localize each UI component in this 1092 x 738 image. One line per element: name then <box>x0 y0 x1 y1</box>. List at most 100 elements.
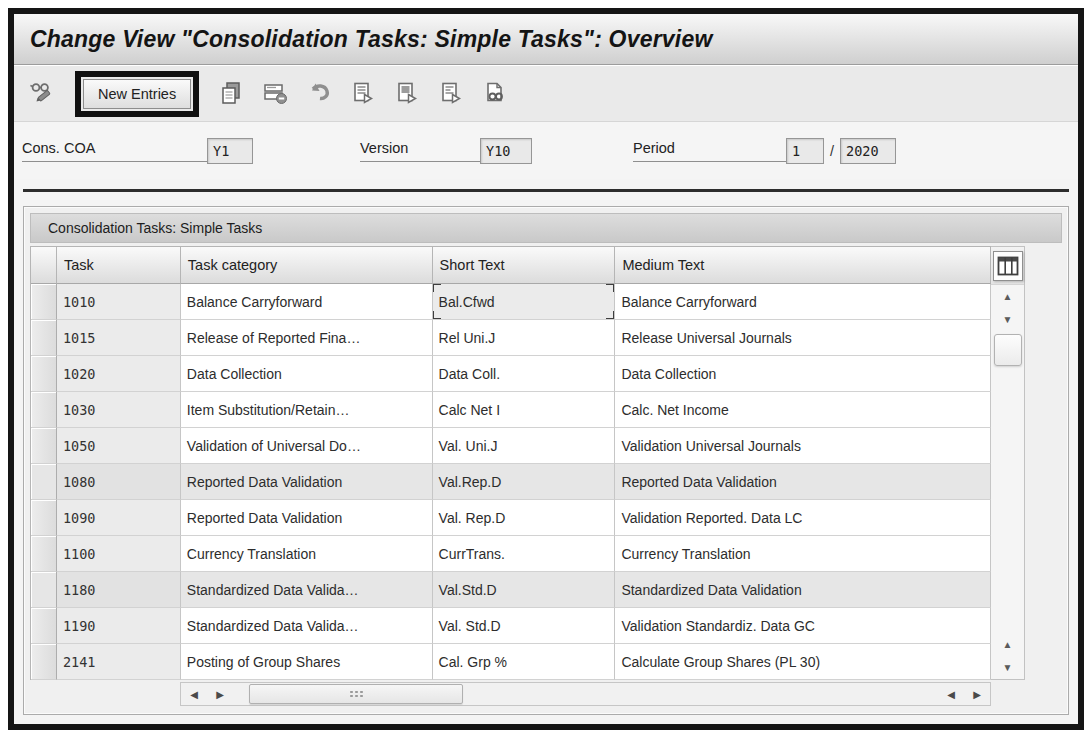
thumb-grip-icon <box>349 690 363 699</box>
position-icon[interactable] <box>482 80 509 107</box>
scroll-left-right-end-icon[interactable]: ◀ <box>938 683 964 705</box>
cell-short-text[interactable]: Rel Uni.J <box>433 320 616 356</box>
cell-task[interactable]: 1015 <box>57 320 181 356</box>
cell-task-category[interactable]: Item Substitution/Retain… <box>181 392 433 428</box>
cell-short-text[interactable]: Val. Uni.J <box>433 428 616 464</box>
period-year-field[interactable]: 2020 <box>840 138 896 164</box>
cell-short-text[interactable]: Data Coll. <box>433 356 616 392</box>
cell-short-text[interactable]: Cal. Grp % <box>433 644 616 680</box>
table-row: 1090 Reported Data Validation Val. Rep.D… <box>31 500 991 536</box>
copy-entry-icon[interactable] <box>218 80 245 107</box>
scroll-right-icon[interactable]: ▶ <box>207 683 233 705</box>
version-field[interactable]: Y10 <box>480 138 532 164</box>
cell-medium-text[interactable]: Validation Standardiz. Data GC <box>615 608 991 644</box>
cell-short-text[interactable]: Val. Rep.D <box>433 500 616 536</box>
cell-task-category[interactable]: Release of Reported Fina… <box>181 320 433 356</box>
row-selector[interactable] <box>31 392 57 428</box>
row-selector[interactable] <box>31 356 57 392</box>
cell-medium-text[interactable]: Currency Translation <box>615 536 991 572</box>
horizontal-scrollbar-thumb[interactable] <box>249 684 463 704</box>
horizontal-scrollbar: ◀ ▶ ◀ ▶ <box>180 682 991 706</box>
cell-task-category[interactable]: Reported Data Validation <box>181 464 433 500</box>
application-toolbar: New Entries <box>14 65 1078 122</box>
cell-task-category[interactable]: Standardized Data Valida… <box>181 608 433 644</box>
row-selector[interactable] <box>31 320 57 356</box>
row-selector[interactable] <box>31 500 57 536</box>
cell-task[interactable]: 1190 <box>57 608 181 644</box>
cell-medium-text[interactable]: Calculate Group Shares (PL 30) <box>615 644 991 680</box>
display-change-icon[interactable] <box>29 80 56 107</box>
cell-medium-text[interactable]: Calc. Net Income <box>615 392 991 428</box>
table-row: 1080 Reported Data Validation Val.Rep.D … <box>31 464 991 500</box>
cell-task[interactable]: 1050 <box>57 428 181 464</box>
table-row: 1020 Data Collection Data Coll. Data Col… <box>31 356 991 392</box>
cons-coa-label: Cons. COA <box>22 140 207 162</box>
cell-short-text[interactable]: Val.Std.D <box>433 572 616 608</box>
table-row: 1050 Validation of Universal Do… Val. Un… <box>31 428 991 464</box>
horizontal-scrollbar-track-left[interactable] <box>233 683 249 705</box>
table-row: 1015 Release of Reported Fina… Rel Uni.J… <box>31 320 991 356</box>
vertical-scrollbar-track[interactable] <box>991 369 1024 633</box>
column-header-medium-text[interactable]: Medium Text <box>615 246 991 284</box>
cell-task[interactable]: 1100 <box>57 536 181 572</box>
column-header-task-category[interactable]: Task category <box>181 246 433 284</box>
scroll-up-icon[interactable]: ▲ <box>991 285 1024 308</box>
cell-short-text[interactable]: Val. Std.D <box>433 608 616 644</box>
scroll-right-right-end-icon[interactable]: ▶ <box>964 683 990 705</box>
cell-task[interactable]: 1030 <box>57 392 181 428</box>
column-header-task[interactable]: Task <box>57 246 181 284</box>
cell-task-category[interactable]: Posting of Group Shares <box>181 644 433 680</box>
row-selector[interactable] <box>31 428 57 464</box>
cell-medium-text[interactable]: Standardized Data Validation <box>615 572 991 608</box>
new-entries-button[interactable]: New Entries <box>83 79 191 109</box>
fixed-columns-spacer <box>30 682 180 706</box>
row-selector[interactable] <box>31 644 57 680</box>
row-selector[interactable] <box>31 284 57 320</box>
cell-task[interactable]: 1080 <box>57 464 181 500</box>
cell-task-category[interactable]: Reported Data Validation <box>181 500 433 536</box>
vertical-scrollbar-thumb[interactable] <box>994 334 1022 366</box>
select-block-icon[interactable] <box>394 80 421 107</box>
scroll-left-icon[interactable]: ◀ <box>181 683 207 705</box>
cell-medium-text[interactable]: Reported Data Validation <box>615 464 991 500</box>
row-selector[interactable] <box>31 572 57 608</box>
deselect-all-icon[interactable] <box>438 80 465 107</box>
scroll-down-icon[interactable]: ▼ <box>991 308 1024 331</box>
cell-short-text[interactable]: Bal.Cfwd <box>433 284 616 320</box>
cell-task[interactable]: 1010 <box>57 284 181 320</box>
cell-medium-text[interactable]: Validation Universal Journals <box>615 428 991 464</box>
version-label: Version <box>360 140 480 162</box>
cell-medium-text[interactable]: Data Collection <box>615 356 991 392</box>
cell-task-category[interactable]: Data Collection <box>181 356 433 392</box>
select-all-rows-header[interactable] <box>31 246 57 284</box>
section-divider <box>23 189 1069 192</box>
cell-short-text[interactable]: Calc Net I <box>433 392 616 428</box>
scroll-up-bottom-icon[interactable]: ▲ <box>991 633 1024 656</box>
column-header-short-text[interactable]: Short Text <box>433 246 616 284</box>
cell-task-category[interactable]: Validation of Universal Do… <box>181 428 433 464</box>
cell-medium-text[interactable]: Validation Reported. Data LC <box>615 500 991 536</box>
cell-short-text[interactable]: Val.Rep.D <box>433 464 616 500</box>
cell-medium-text[interactable]: Release Universal Journals <box>615 320 991 356</box>
cell-task[interactable]: 2141 <box>57 644 181 680</box>
row-selector[interactable] <box>31 464 57 500</box>
cell-task[interactable]: 1090 <box>57 500 181 536</box>
cell-task-category[interactable]: Standardized Data Valida… <box>181 572 433 608</box>
row-selector[interactable] <box>31 536 57 572</box>
cell-task[interactable]: 1180 <box>57 572 181 608</box>
scroll-down-bottom-icon[interactable]: ▼ <box>991 656 1024 679</box>
cell-medium-text[interactable]: Balance Carryforward <box>615 284 991 320</box>
select-all-icon[interactable] <box>350 80 377 107</box>
table-row: 1030 Item Substitution/Retain… Calc Net … <box>31 392 991 428</box>
cell-task-category[interactable]: Currency Translation <box>181 536 433 572</box>
cons-coa-field[interactable]: Y1 <box>207 138 253 164</box>
period-field[interactable]: 1 <box>786 138 824 164</box>
cell-task-category[interactable]: Balance Carryforward <box>181 284 433 320</box>
cell-task[interactable]: 1020 <box>57 356 181 392</box>
row-selector[interactable] <box>31 608 57 644</box>
cell-short-text[interactable]: CurrTrans. <box>433 536 616 572</box>
undo-icon[interactable] <box>306 80 333 107</box>
horizontal-scrollbar-track[interactable] <box>463 683 938 705</box>
table-settings-icon[interactable] <box>993 251 1023 281</box>
delete-entry-icon[interactable] <box>262 80 289 107</box>
